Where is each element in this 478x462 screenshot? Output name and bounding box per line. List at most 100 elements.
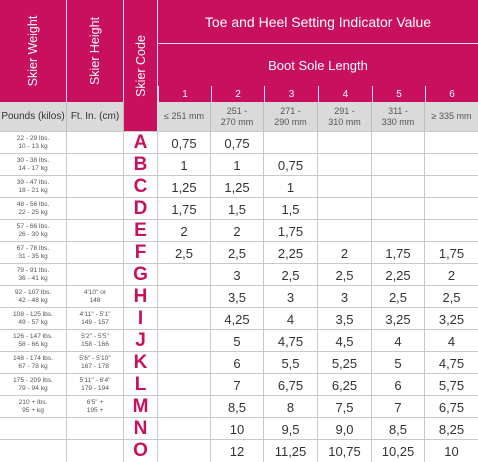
setting-value-cell: 7 — [211, 374, 264, 396]
weight-unit-header: Pounds (kilos) — [0, 102, 67, 131]
height-cell — [67, 418, 124, 440]
setting-value-cell: 3 — [318, 286, 372, 308]
setting-value-cell: 10,75 — [318, 440, 372, 462]
weight-cell: 92 - 107 lbs. 42 - 48 kg — [0, 286, 67, 308]
weight-cell: 30 - 38 lbs. 14 - 17 kg — [0, 154, 67, 176]
setting-value-cell: 8,25 — [438, 421, 465, 437]
setting-value-cell — [318, 176, 372, 198]
height-cell — [67, 154, 124, 176]
skier-code-cell: H — [124, 286, 158, 308]
setting-value-cell: 5,25 — [318, 352, 372, 374]
setting-value-cell — [158, 330, 211, 352]
setting-value-cell — [158, 396, 211, 418]
height-cell — [67, 264, 124, 286]
setting-value-cell: 8 — [264, 396, 318, 418]
column-number: 2 — [211, 86, 264, 102]
skier-code-cell: N — [124, 418, 158, 440]
boot-length-header: 271 - 290 mm — [264, 102, 318, 131]
weight-cell — [0, 440, 67, 462]
setting-value-cell: 1,75 — [158, 198, 211, 220]
skier-code-cell: E — [124, 220, 158, 242]
height-cell — [67, 132, 124, 154]
skier-code-cell: C — [124, 176, 158, 198]
skier-code-cell: L — [124, 374, 158, 396]
setting-value-cell: 7,5 — [318, 396, 372, 418]
skier-code-cell: F — [124, 242, 158, 264]
table-row: 57 - 66 lbs. 26 - 30 kg E 2 2 1,75 — [0, 219, 478, 242]
setting-value-cell: 2 — [447, 267, 456, 283]
setting-value-cell: 4 — [447, 333, 456, 349]
skier-code-cell: O — [124, 440, 158, 462]
setting-value-cell: 1,5 — [211, 198, 264, 220]
skier-code-cell: A — [124, 132, 158, 154]
setting-value-cell: 10 — [211, 418, 264, 440]
boot-length-header: 311 - 330 mm — [372, 102, 425, 131]
setting-value-cell: 1,75 — [372, 242, 425, 264]
setting-value-cell — [372, 220, 425, 242]
setting-value-cell — [264, 132, 318, 154]
setting-value-cell: 2,25 — [372, 264, 425, 286]
setting-value-cell: 2 — [318, 242, 372, 264]
skier-code-cell: B — [124, 154, 158, 176]
setting-value-cell — [158, 264, 211, 286]
setting-value-cell: 5 — [372, 352, 425, 374]
setting-value-cell: 1,25 — [158, 176, 211, 198]
setting-value-cell: 2,5 — [158, 242, 211, 264]
setting-value-cell — [318, 132, 372, 154]
setting-value-cell: 9,5 — [264, 418, 318, 440]
setting-value-cell: 6,25 — [318, 374, 372, 396]
height-cell: 4'10" or 148 — [67, 286, 124, 308]
height-cell — [67, 176, 124, 198]
setting-value-cell: 1,25 — [211, 176, 264, 198]
boot-length-header: ≥ 335 mm — [425, 102, 478, 131]
setting-value-cell: 3,25 — [372, 308, 425, 330]
skier-code-header: Skier Code — [124, 0, 158, 131]
setting-value-cell: 0,75 — [211, 132, 264, 154]
setting-value-cell: 7 — [372, 396, 425, 418]
boot-length-header: 291 - 310 mm — [318, 102, 372, 131]
setting-value-cell: 1,5 — [264, 198, 318, 220]
setting-value-cell: 2,5 — [264, 264, 318, 286]
setting-value-cell: 1,75 — [264, 220, 318, 242]
skier-code-cell: G — [124, 264, 158, 286]
setting-value-cell — [158, 374, 211, 396]
skier-code-cell: I — [124, 308, 158, 330]
weight-cell: 79 - 91 lbs. 36 - 41 kg — [0, 264, 67, 286]
height-cell — [67, 198, 124, 220]
height-cell: 4'11" - 5'1" 149 - 157 — [67, 308, 124, 330]
boot-length-header: ≤ 251 mm — [158, 102, 211, 131]
boot-length-header: 251 - 270 mm — [211, 102, 264, 131]
setting-value-cell: 2 — [158, 220, 211, 242]
setting-value-cell: 5 — [211, 330, 264, 352]
setting-value-cell — [318, 220, 372, 242]
setting-value-cell: 2,5 — [442, 289, 461, 305]
weight-cell: 39 - 47 lbs. 18 - 21 kg — [0, 176, 67, 198]
setting-value-cell: 4 — [264, 308, 318, 330]
setting-value-cell: 10 — [444, 443, 459, 459]
column-number: 1 — [158, 86, 211, 102]
skier-code-cell: J — [124, 330, 158, 352]
setting-value-cell: 6 — [211, 352, 264, 374]
setting-value-cell: 4,75 — [264, 330, 318, 352]
setting-value-cell — [425, 220, 478, 242]
setting-value-cell — [318, 198, 372, 220]
setting-value-cell: 5,75 — [438, 377, 465, 393]
weight-cell: 175 - 209 lbs. 79 - 94 kg — [0, 374, 67, 396]
weight-cell: 57 - 66 lbs. 26 - 30 kg — [0, 220, 67, 242]
setting-value-cell — [425, 198, 478, 220]
table-row: O 12 11,25 10,75 10,25 10 — [0, 439, 478, 462]
setting-value-cell: 8,5 — [372, 418, 425, 440]
setting-value-cell — [158, 286, 211, 308]
skier-weight-label: Skier Weight — [26, 15, 40, 87]
setting-value-cell: 3 — [211, 264, 264, 286]
setting-value-cell: 1 — [158, 154, 211, 176]
setting-value-cell — [425, 154, 478, 176]
setting-value-cell: 4,75 — [438, 355, 465, 371]
setting-value-cell: 3,5 — [318, 308, 372, 330]
table-row: 48 - 56 lbs. 22 - 25 kg D 1,75 1,5 1,5 — [0, 197, 478, 220]
table-row: 67 - 78 lbs. 31 - 35 kg F 2,5 2,5 2,25 2 1,75 1… — [0, 241, 478, 264]
setting-value-cell — [158, 308, 211, 330]
height-cell: 5'2" - 5'5" 158 - 166 — [67, 330, 124, 352]
setting-value-cell — [158, 440, 211, 462]
setting-value-cell: 3,5 — [211, 286, 264, 308]
